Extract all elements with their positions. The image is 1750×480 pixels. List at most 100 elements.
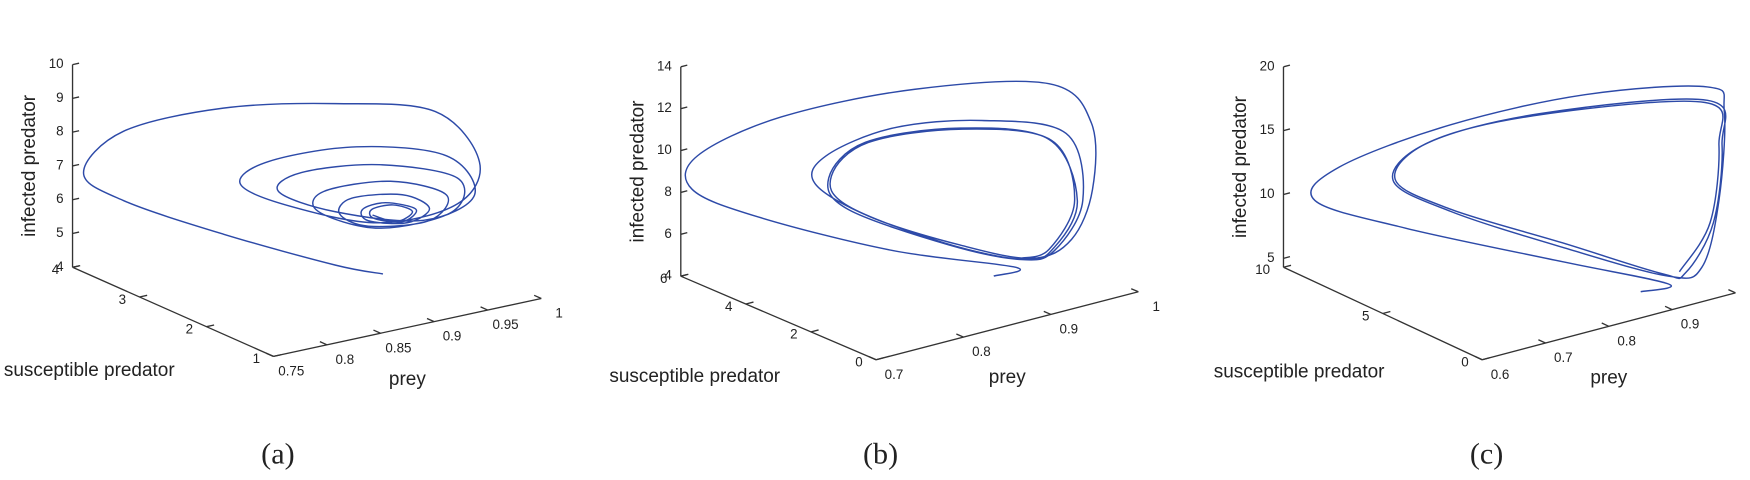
y-tick [206, 324, 215, 328]
z-tick-label: 20 [1260, 58, 1275, 73]
z-tick [1283, 128, 1291, 132]
z-tick-label: 5 [1267, 250, 1274, 265]
y-axis [72, 266, 274, 357]
z-tick-label: 14 [657, 58, 672, 73]
x-tick [1601, 322, 1610, 327]
y-tick-label: 2 [186, 322, 193, 337]
z-tick-label: 6 [664, 226, 671, 241]
z-tick [680, 106, 688, 110]
y-tick [273, 354, 282, 358]
x-axis [875, 291, 1139, 361]
trajectory [82, 102, 481, 275]
z-tick-label: 10 [657, 142, 672, 157]
panel: 0.60.70.80.9105105101520preysusceptible … [1214, 58, 1750, 470]
y-tick [139, 294, 148, 298]
x-tick [1043, 310, 1052, 316]
y-tick-label: 3 [119, 292, 126, 307]
trajectory [1310, 85, 1727, 293]
y-tick-label: 6 [660, 271, 667, 286]
x-tick-label: 0.8 [1617, 333, 1636, 348]
y-tick-label: 5 [1362, 308, 1369, 323]
z-tick [72, 197, 80, 201]
y-tick [745, 301, 754, 305]
z-tick-label: 4 [56, 259, 64, 274]
z-tick-label: 5 [56, 225, 63, 240]
y-tick-label: 10 [1255, 262, 1270, 277]
x-tick-label: 0.7 [1554, 350, 1573, 365]
panel: 0.75 0.8 0.85 0.9 0.95 1 1 2 3 44 5 6 7 8 9 10 prey susce… [4, 56, 563, 470]
z-tick [680, 64, 688, 68]
x-tick [1130, 288, 1139, 293]
z-tick-label: 10 [1260, 186, 1275, 201]
z-tick [680, 273, 688, 277]
y-tick [1382, 310, 1391, 315]
x-tick-label: 0.95 [493, 317, 519, 332]
z-tick-label: 7 [56, 157, 63, 172]
z-tick [72, 265, 80, 268]
z-tick [680, 190, 688, 194]
x-tick [266, 352, 274, 357]
y-tick [875, 357, 884, 361]
z-tick [72, 62, 80, 66]
x-tick [956, 333, 964, 338]
z-tick [1283, 64, 1291, 68]
x-tick [1538, 339, 1546, 344]
x-tick-label: 0.75 [278, 364, 304, 379]
z-tick-label: 6 [56, 191, 63, 206]
x-tick [373, 329, 381, 334]
z-tick-label: 9 [56, 90, 63, 105]
x-tick-label: 0.9 [1681, 317, 1700, 332]
panel-label: (c) [1470, 437, 1503, 471]
z-tick [1283, 192, 1291, 196]
y-axis-title: susceptible predator [1214, 362, 1385, 383]
x-axis-title: prey [389, 369, 426, 390]
y-tick-label: 4 [52, 262, 60, 277]
x-tick-label: 0.6 [1491, 367, 1510, 382]
z-tick [72, 130, 80, 133]
x-tick-label: 0.9 [1060, 322, 1079, 337]
x-tick [426, 317, 435, 323]
x-tick [480, 306, 488, 311]
x-tick [533, 294, 542, 300]
trajectory [684, 80, 1097, 277]
x-axis-title: prey [989, 367, 1026, 388]
z-tick [72, 96, 80, 100]
z-tick-label: 12 [657, 100, 672, 115]
z-tick [680, 231, 688, 235]
z-tick-label: 8 [664, 184, 671, 199]
z-tick-label: 8 [56, 124, 63, 139]
y-tick [810, 329, 819, 333]
y-tick-label: 4 [725, 299, 733, 314]
y-tick-label: 1 [253, 351, 260, 366]
panel-label: (a) [261, 437, 294, 471]
x-tick [1474, 355, 1483, 361]
z-tick [72, 231, 80, 235]
x-tick [319, 341, 328, 346]
x-tick-label: 1 [1153, 299, 1160, 314]
x-tick [1728, 289, 1736, 294]
z-tick-label: 4 [664, 268, 672, 283]
y-tick-label: 2 [790, 327, 797, 342]
x-tick-label: 0.9 [443, 329, 462, 344]
x-axis-title: prey [1590, 368, 1627, 389]
y-tick-label: 0 [1461, 355, 1468, 370]
y-axis [680, 275, 877, 361]
y-tick [1481, 357, 1490, 361]
y-axis-title: susceptible predator [4, 360, 175, 381]
x-tick [868, 356, 877, 361]
z-axis-title: infected predator [627, 101, 648, 243]
panel-label: (b) [863, 437, 898, 471]
x-tick-label: 0.8 [972, 344, 991, 359]
x-axis [273, 297, 542, 358]
x-tick [1664, 305, 1673, 311]
z-axis-title: infected predator [1230, 96, 1251, 238]
z-tick-label: 15 [1260, 122, 1275, 137]
z-tick-label: 10 [49, 56, 64, 71]
z-tick [1283, 255, 1291, 259]
z-tick [680, 148, 688, 152]
x-tick-label: 0.85 [385, 340, 411, 355]
x-tick-label: 1 [555, 306, 562, 321]
z-axis-title: infected predator [19, 95, 40, 237]
